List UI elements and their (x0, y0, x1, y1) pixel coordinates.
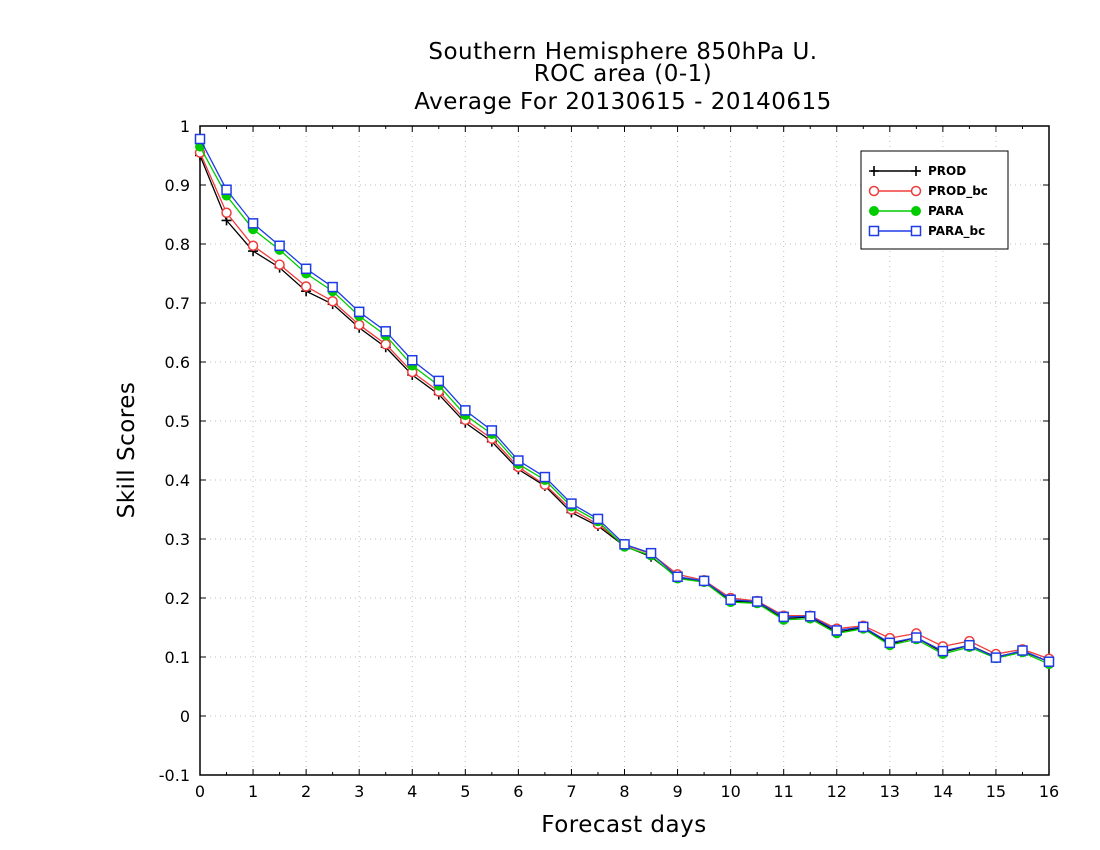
y-tick-label: -0.1 (159, 766, 190, 785)
legend: PROD PROD_bc PARA PARA_bc (860, 150, 1009, 250)
data-point (858, 621, 869, 633)
legend-item: PARA_bc (868, 224, 985, 239)
grid-lines (200, 126, 1049, 775)
data-point (433, 375, 445, 387)
x-tick-label: 14 (933, 782, 953, 801)
x-tick-label: 0 (195, 782, 205, 801)
y-tick-label: 0.8 (165, 235, 190, 254)
x-axis-label: Forecast days (541, 812, 706, 838)
data-point (327, 281, 338, 293)
legend-marker-left (868, 185, 880, 197)
data-point (327, 295, 338, 307)
data-point (645, 547, 657, 559)
data-point (725, 594, 736, 606)
y-tick-label: 0.9 (165, 176, 190, 195)
x-tick-label: 9 (672, 782, 682, 801)
x-tick-label: 4 (407, 782, 417, 801)
data-point (407, 354, 418, 366)
legend-label: PROD (928, 164, 966, 178)
data-point (751, 596, 763, 607)
data-point (300, 263, 312, 275)
data-point (247, 218, 259, 229)
data-point (937, 645, 949, 657)
legend-item: PARA (869, 204, 964, 218)
data-point (194, 133, 206, 145)
data-point (221, 184, 232, 195)
y-tick-label: 0.5 (165, 412, 190, 431)
legend-box (860, 150, 1009, 250)
data-point (460, 405, 471, 416)
data-point (221, 207, 232, 218)
data-point (380, 339, 391, 350)
data-point (380, 326, 391, 337)
x-tick-label: 16 (1039, 782, 1059, 801)
x-tick-label: 13 (880, 782, 900, 801)
legend-item: PROD_bc (868, 184, 988, 199)
data-point (1017, 645, 1028, 656)
data-point (884, 637, 896, 649)
chart-title: Southern Hemisphere 850hPa U. (428, 39, 817, 65)
legend-marker-left (869, 206, 879, 216)
axis-ticks: 0 1 2 3 4 5 6 7 8 9 10 11 12 13 14 15 16-0.100.10.20.30.… (159, 117, 1059, 801)
series-para-bc (194, 133, 1055, 667)
legend-marker-right (911, 206, 921, 216)
legend-marker-right (911, 166, 921, 176)
legend-marker-left (868, 225, 880, 237)
data-point (247, 240, 259, 252)
y-tick-label: 0 (180, 707, 190, 726)
legend-label: PROD_bc (928, 184, 988, 199)
chart-subtitle: ROC area (0-1) (534, 61, 713, 87)
x-tick-label: 15 (986, 782, 1006, 801)
legend-marker-left (869, 166, 879, 176)
data-point (353, 306, 365, 318)
y-tick-label: 0.2 (165, 589, 190, 608)
y-tick-label: 0.4 (165, 471, 190, 490)
x-tick-label: 2 (301, 782, 311, 801)
data-point (1043, 656, 1055, 667)
plot-frame (199, 125, 1050, 776)
y-tick-label: 0.7 (165, 294, 190, 313)
y-tick-label: 0.3 (165, 530, 190, 549)
data-point (831, 625, 842, 636)
data-point (486, 425, 498, 436)
y-tick-label: 1 (180, 117, 190, 136)
x-tick-label: 12 (827, 782, 847, 801)
data-point (911, 632, 922, 643)
legend-item: PROD (869, 164, 966, 178)
data-point (964, 639, 975, 651)
data-point (592, 513, 604, 525)
data-point (990, 652, 1002, 663)
x-tick-label: 8 (619, 782, 629, 801)
y-tick-label: 0.1 (165, 648, 190, 667)
legend-label: PARA (928, 204, 964, 218)
x-tick-label: 5 (460, 782, 470, 801)
x-tick-label: 6 (513, 782, 523, 801)
data-point (778, 611, 789, 623)
series-lines (194, 133, 1055, 670)
legend-label: PARA_bc (928, 224, 985, 239)
x-tick-label: 7 (566, 782, 576, 801)
y-axis-label: Skill Scores (114, 382, 140, 519)
data-point (274, 240, 285, 252)
x-tick-label: 1 (248, 782, 258, 801)
data-point (804, 611, 816, 622)
x-tick-label: 10 (720, 782, 740, 801)
x-tick-label: 3 (354, 782, 364, 801)
legend-marker-right (910, 225, 922, 237)
y-tick-label: 0.6 (165, 353, 190, 372)
data-point (672, 571, 683, 583)
data-point (274, 259, 285, 270)
chart-subtitle-period: Average For 20130615 - 20140615 (414, 89, 832, 115)
data-point (619, 539, 630, 550)
x-tick-label: 11 (774, 782, 794, 801)
data-point (353, 319, 365, 331)
data-point (300, 281, 312, 292)
data-point (513, 455, 524, 466)
data-point (566, 498, 577, 509)
legend-marker-right (910, 185, 922, 197)
data-point (698, 575, 710, 587)
data-point (539, 471, 551, 483)
